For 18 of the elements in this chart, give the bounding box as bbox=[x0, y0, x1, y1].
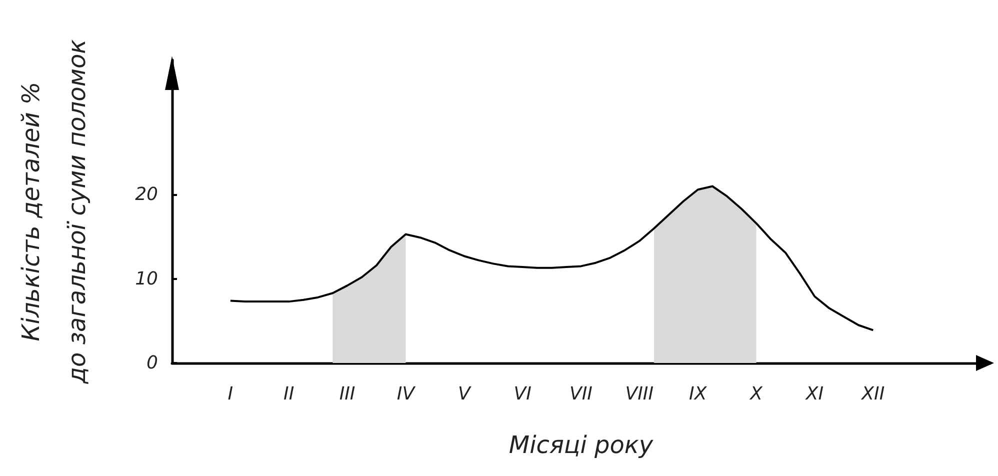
x-tick-label: V bbox=[458, 384, 472, 404]
x-tick-label: III bbox=[339, 384, 356, 404]
line-series bbox=[229, 185, 874, 332]
x-tick-label: XII bbox=[860, 384, 885, 404]
y-axis-title: Кількість деталей % до загальної суми поломок bbox=[17, 38, 91, 385]
x-axis-title: Місяці року bbox=[508, 431, 654, 459]
x-tick-label: VIII bbox=[625, 384, 654, 404]
x-tick-label: VI bbox=[514, 384, 532, 404]
y-tick-label: 0 bbox=[146, 352, 158, 374]
x-tick-label: IV bbox=[396, 384, 416, 404]
y-tick-label: 20 bbox=[135, 184, 158, 206]
x-tick-label: II bbox=[284, 384, 294, 404]
x-tick-label: IX bbox=[689, 384, 708, 404]
x-tick-label: X bbox=[749, 384, 764, 404]
x-tick-label: VII bbox=[570, 384, 592, 404]
y-tick-label: 10 bbox=[135, 268, 158, 290]
x-tick-label: XI bbox=[804, 384, 824, 404]
x-tick-label: I bbox=[228, 384, 234, 404]
